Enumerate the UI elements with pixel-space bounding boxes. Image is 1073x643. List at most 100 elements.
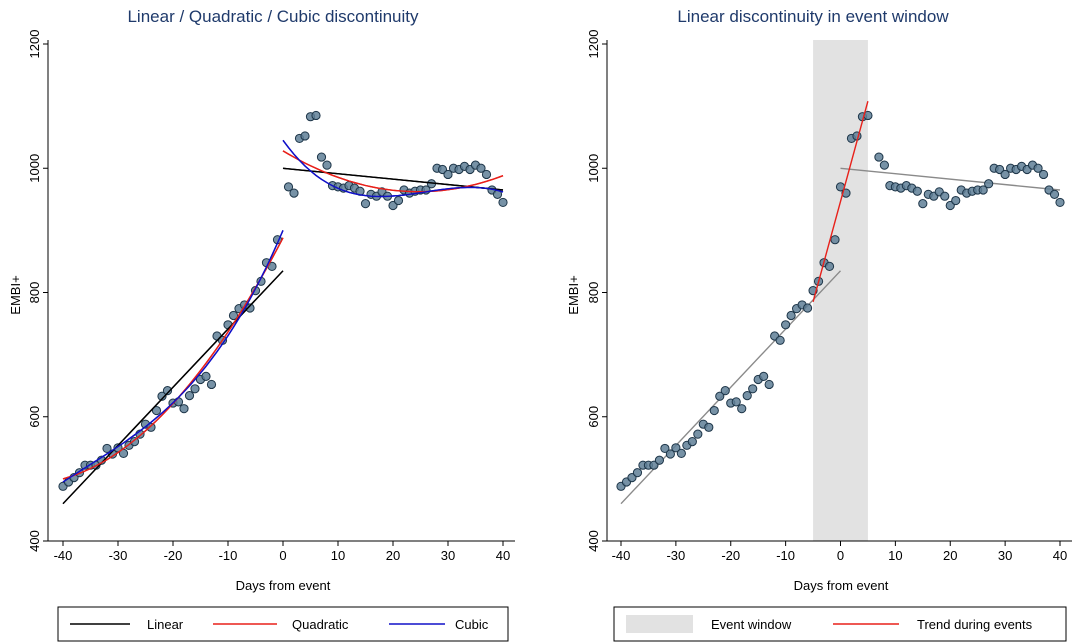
x-tick-label: -20 [721, 548, 740, 563]
data-point [759, 371, 769, 381]
y-axis-label-left: EMBI+ [8, 275, 23, 314]
data-point [748, 384, 758, 394]
data-point [918, 199, 928, 209]
data-point [393, 195, 404, 206]
data-point [676, 448, 686, 459]
data-point [660, 443, 670, 454]
x-tick-label: -20 [164, 548, 183, 563]
data-point [322, 160, 332, 170]
data-point [665, 449, 675, 459]
data-point [190, 384, 200, 394]
x-tick-label: 40 [496, 548, 510, 563]
x-tick-label: -30 [666, 548, 685, 563]
data-point [498, 197, 508, 208]
chart-title-left: Linear / Quadratic / Cubic discontinuity [127, 7, 419, 26]
x-axis-label-right: Days from event [794, 578, 889, 593]
legend-label-quadratic: Quadratic [292, 617, 349, 632]
cubic-fit-line [282, 139, 504, 198]
data-point [245, 303, 255, 313]
data-point [443, 169, 453, 180]
data-point [289, 188, 299, 198]
data-point [1033, 163, 1043, 173]
y-tick-label: 1000 [27, 154, 42, 183]
data-point [742, 391, 752, 401]
data-point [704, 422, 714, 432]
data-point [157, 391, 167, 401]
y-tick-label: 400 [27, 530, 42, 552]
data-point [709, 405, 719, 416]
data-point [830, 235, 840, 245]
x-tick-label: 20 [386, 548, 400, 563]
data-point [764, 379, 774, 390]
x-tick-label: 0 [837, 548, 844, 563]
data-point [129, 437, 140, 447]
x-tick-label: 40 [1053, 548, 1067, 563]
x-tick-label: -10 [776, 548, 795, 563]
legend-label-trend: Trend during events [917, 617, 1033, 632]
y-tick-label: 1000 [586, 154, 601, 183]
x-tick-label: 10 [888, 548, 902, 563]
x-tick-label: 10 [331, 548, 345, 563]
legend-swatch-event-window [626, 615, 693, 633]
data-point [731, 397, 741, 407]
trend-during-events-fit-line [812, 101, 869, 302]
data-point [951, 195, 961, 206]
y-tick-label: 1200 [27, 30, 42, 59]
y-tick-label: 800 [27, 282, 42, 304]
data-point [720, 386, 730, 396]
legend-label-event-window: Event window [711, 617, 792, 632]
data-point [874, 152, 884, 162]
x-tick-label: 30 [998, 548, 1012, 563]
legend-right: Event window Trend during events [613, 606, 1067, 642]
data-point [786, 310, 796, 321]
data-point [481, 169, 492, 180]
data-point [360, 199, 371, 209]
fit-fit-line [840, 167, 1061, 191]
data-point [781, 320, 791, 330]
data-point [671, 443, 681, 453]
y-tick-label: 800 [586, 282, 601, 304]
quadratic-fit-line [62, 237, 284, 480]
x-tick-label: 0 [279, 548, 286, 563]
data-point [632, 468, 643, 478]
x-tick-label: -10 [219, 548, 238, 563]
x-tick-label: -30 [109, 548, 128, 563]
data-point [775, 335, 785, 345]
data-point [687, 437, 697, 447]
data-point [151, 405, 162, 416]
data-point [316, 152, 327, 162]
chart-panel-right: Linear discontinuity in event window 400… [566, 7, 1072, 642]
data-point [102, 443, 112, 454]
y-tick-label: 400 [586, 530, 601, 552]
data-point [1055, 197, 1065, 208]
chart-title-right: Linear discontinuity in event window [677, 7, 949, 26]
x-tick-label: 20 [943, 548, 957, 563]
legend-left: Linear Quadratic Cubic [57, 606, 509, 642]
data-point [311, 110, 321, 121]
x-axis-label-left: Days from event [236, 578, 331, 593]
x-tick-label: 30 [441, 548, 455, 563]
data-point [162, 386, 173, 396]
data-point [715, 391, 725, 401]
data-point [283, 182, 294, 192]
cubic-fit-line [62, 230, 284, 483]
quadratic-fit-line [62, 237, 284, 480]
y-tick-label: 600 [586, 406, 601, 428]
quadratic-fit-line [282, 150, 504, 193]
data-point [476, 163, 486, 173]
data-point [1038, 169, 1049, 180]
data-point [654, 455, 665, 465]
y-tick-label: 600 [27, 406, 42, 428]
data-point [693, 429, 703, 439]
linear-fit-line [62, 270, 284, 505]
y-axis-label-right: EMBI+ [566, 275, 581, 314]
data-point [1049, 189, 1060, 199]
y-tick-label: 1200 [586, 30, 601, 59]
x-tick-label: -40 [54, 548, 73, 563]
plot-area-left: 400 600 800 1000 1200 -40 -30 -20 -10 0 10 20 30 40 [27, 30, 515, 563]
legend-label-cubic: Cubic [455, 617, 489, 632]
data-point [173, 397, 184, 407]
plot-area-right: 400 600 800 1000 1200 -40 -30 -20 -10 0 10 20 30 40 [586, 30, 1072, 563]
chart-panel-left: Linear / Quadratic / Cubic discontinuity… [8, 7, 515, 642]
